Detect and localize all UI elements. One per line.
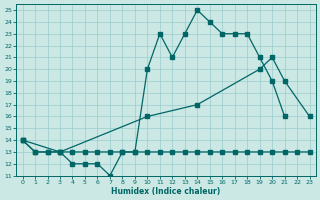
X-axis label: Humidex (Indice chaleur): Humidex (Indice chaleur)	[111, 187, 221, 196]
